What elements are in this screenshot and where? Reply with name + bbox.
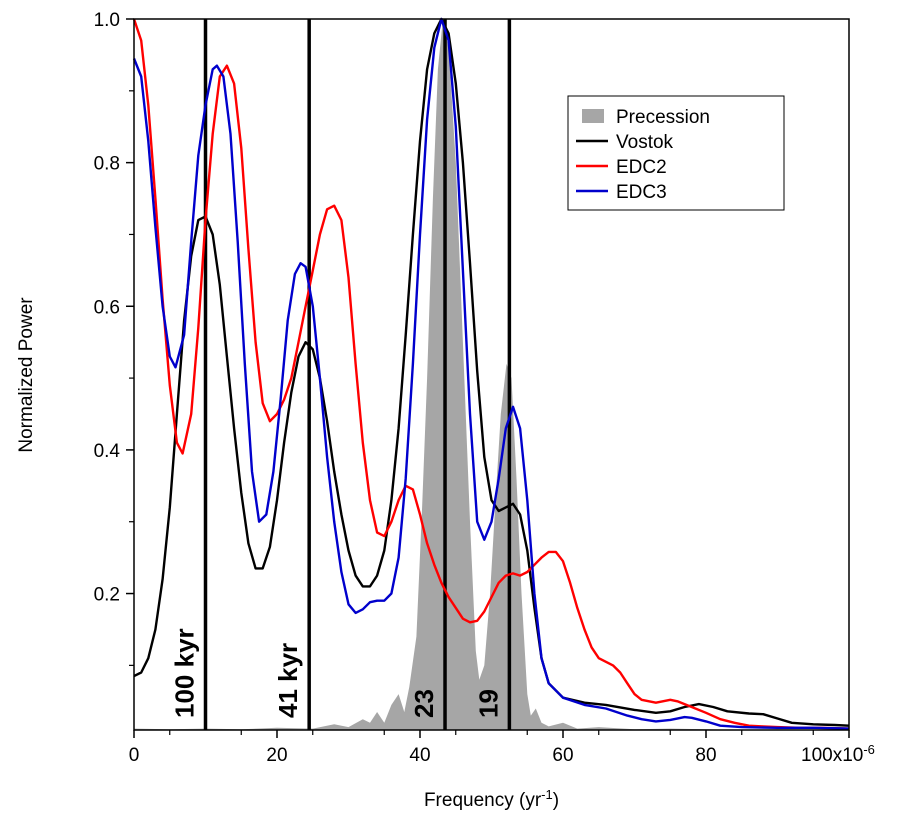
x-tick-label: 40 xyxy=(409,745,430,766)
period-label-41-kyr: 41 kyr xyxy=(273,643,303,718)
legend-swatch-precession xyxy=(582,109,604,123)
series-lines-layer xyxy=(132,17,850,730)
x-tick-label: 60 xyxy=(552,745,573,766)
legend-label-edc2: EDC2 xyxy=(616,157,667,178)
x-tick-label: 80 xyxy=(695,745,716,766)
x-scale-exponent: -6 xyxy=(863,742,875,757)
x-axis-ticks: 0 20 40 60 80 100x10-6 xyxy=(129,730,875,766)
y-tick-label: 1.0 xyxy=(94,10,120,31)
legend-label-precession: Precession xyxy=(616,107,710,128)
x-axis-label-text: Frequency (yr xyxy=(424,790,542,811)
x-tick-label: 0 xyxy=(129,745,140,766)
period-lines-layer xyxy=(203,19,512,730)
legend: Precession Vostok EDC2 EDC3 xyxy=(567,95,785,211)
period-label-23: 23 xyxy=(409,689,439,718)
plot-frame xyxy=(133,18,850,731)
period-labels-layer: 100 kyr 41 kyr 23 19 xyxy=(170,628,504,718)
period-label-100-kyr: 100 kyr xyxy=(170,628,200,718)
legend-label-edc3: EDC3 xyxy=(616,182,667,203)
precession-layer xyxy=(134,19,849,730)
y-tick-label: 0.2 xyxy=(94,585,120,606)
y-tick-label: 0.4 xyxy=(94,441,121,462)
series-edc3-line xyxy=(132,17,850,730)
series-precession-area xyxy=(134,19,849,730)
x-axis-label-superscript: -1 xyxy=(541,787,553,802)
legend-label-vostok: Vostok xyxy=(616,132,674,153)
series-edc2-line xyxy=(132,18,850,730)
series-vostok-line xyxy=(133,17,850,727)
y-axis-label: Normalized Power xyxy=(16,297,37,453)
period-label-19: 19 xyxy=(473,689,503,718)
x-tick-label: 20 xyxy=(266,745,287,766)
y-tick-label: 0.8 xyxy=(94,154,120,175)
x-tick-label: 100x10-6 xyxy=(801,742,875,767)
x-axis-label: Frequency (yr-1) xyxy=(424,787,559,812)
y-tick-label: 0.6 xyxy=(94,297,120,318)
x-axis-label-end: ) xyxy=(553,790,559,811)
y-axis-ticks: 0.2 0.4 0.6 0.8 1.0 xyxy=(94,10,134,666)
